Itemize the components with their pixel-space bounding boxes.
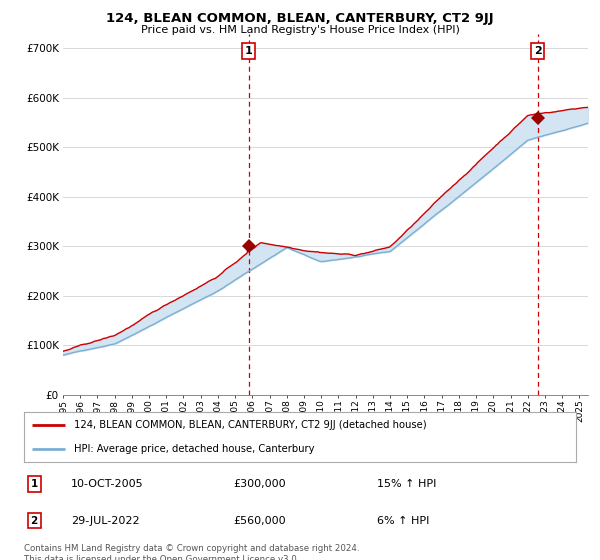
Text: HPI: Average price, detached house, Canterbury: HPI: Average price, detached house, Cant… bbox=[74, 444, 314, 454]
Text: 1: 1 bbox=[245, 46, 253, 56]
Text: 124, BLEAN COMMON, BLEAN, CANTERBURY, CT2 9JJ (detached house): 124, BLEAN COMMON, BLEAN, CANTERBURY, CT… bbox=[74, 419, 427, 430]
Text: 29-JUL-2022: 29-JUL-2022 bbox=[71, 516, 140, 525]
Text: 15% ↑ HPI: 15% ↑ HPI bbox=[377, 479, 437, 489]
Text: 2: 2 bbox=[534, 46, 542, 56]
Text: Price paid vs. HM Land Registry's House Price Index (HPI): Price paid vs. HM Land Registry's House … bbox=[140, 25, 460, 35]
Text: £300,000: £300,000 bbox=[234, 479, 286, 489]
Text: £560,000: £560,000 bbox=[234, 516, 286, 525]
Text: 10-OCT-2005: 10-OCT-2005 bbox=[71, 479, 143, 489]
Text: 2: 2 bbox=[31, 516, 38, 525]
Text: 6% ↑ HPI: 6% ↑ HPI bbox=[377, 516, 430, 525]
Text: 1: 1 bbox=[31, 479, 38, 489]
Text: Contains HM Land Registry data © Crown copyright and database right 2024.
This d: Contains HM Land Registry data © Crown c… bbox=[24, 544, 359, 560]
Text: 124, BLEAN COMMON, BLEAN, CANTERBURY, CT2 9JJ: 124, BLEAN COMMON, BLEAN, CANTERBURY, CT… bbox=[106, 12, 494, 25]
